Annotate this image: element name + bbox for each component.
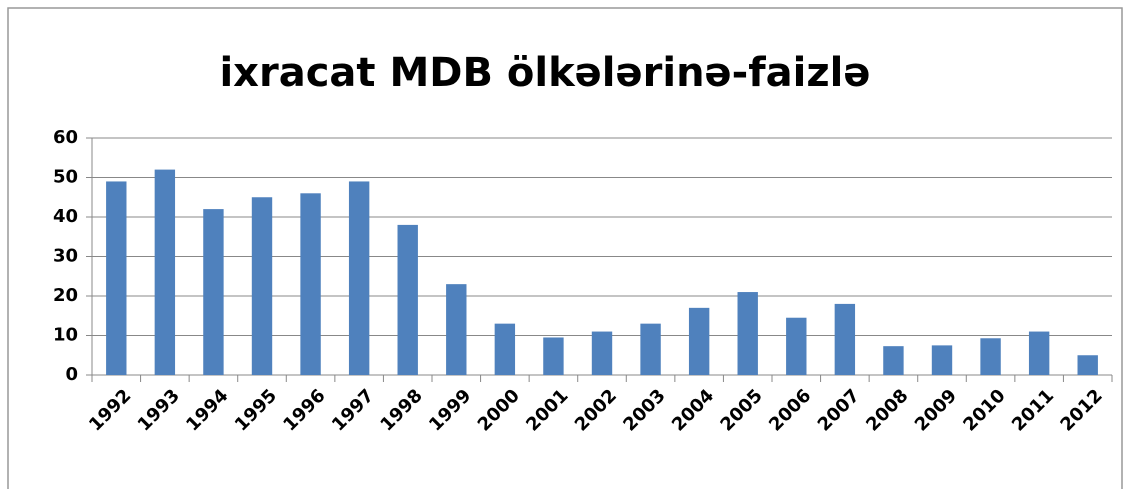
bar xyxy=(300,193,321,375)
bar xyxy=(980,338,1001,375)
y-tick-label: 60 xyxy=(53,127,78,148)
y-tick-label: 0 xyxy=(65,364,78,385)
bar xyxy=(834,303,856,375)
bar xyxy=(106,181,127,375)
bar xyxy=(688,307,710,375)
bar xyxy=(348,181,370,375)
bar xyxy=(883,346,904,375)
bar xyxy=(1028,331,1050,375)
bar xyxy=(1077,355,1098,375)
bar xyxy=(397,224,418,375)
bar xyxy=(543,337,564,375)
bar xyxy=(591,331,613,375)
bar xyxy=(737,292,758,375)
chart-title: ixracat MDB ölkələrinə-faizlə xyxy=(219,50,870,96)
bar xyxy=(154,169,176,375)
y-tick-label: 30 xyxy=(53,246,78,267)
bar xyxy=(251,197,273,375)
y-tick-label: 20 xyxy=(53,285,78,306)
bar xyxy=(446,284,467,375)
bar xyxy=(786,317,807,375)
bar xyxy=(640,323,661,375)
bar xyxy=(494,323,516,375)
bar xyxy=(203,209,224,375)
y-tick-label: 50 xyxy=(53,167,78,188)
y-tick-label: 40 xyxy=(53,206,78,227)
chart-frame xyxy=(7,7,1123,493)
bar xyxy=(931,345,953,375)
y-tick-label: 10 xyxy=(53,325,78,346)
